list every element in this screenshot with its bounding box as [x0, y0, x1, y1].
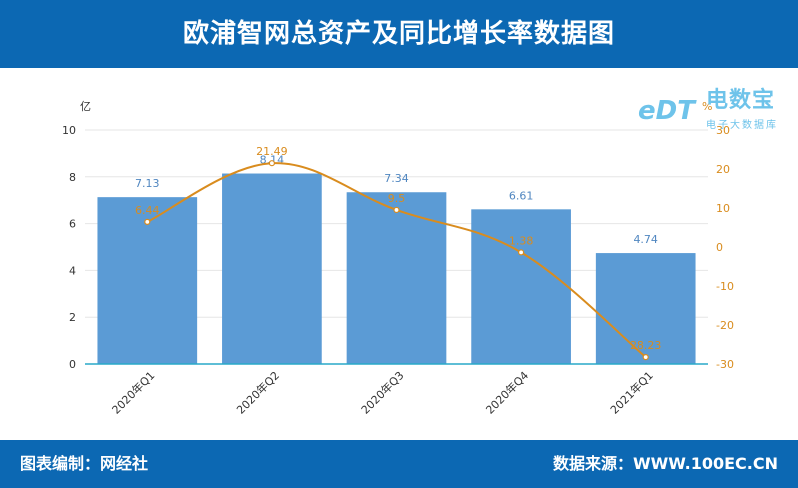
x-tick-label: 2021年Q1: [607, 368, 656, 417]
growth-value-label: 1.38: [509, 234, 534, 247]
growth-point: [393, 206, 400, 214]
bar: [471, 209, 571, 364]
bar-value-label: 4.74: [633, 233, 658, 246]
growth-point: [517, 249, 525, 256]
growth-line: 6.44 21.49 9.5 1.38 28.23: [135, 145, 662, 361]
left-tick-label: 0: [69, 358, 76, 371]
right-tick-label: 0: [716, 241, 723, 254]
x-tick-label: 2020年Q3: [358, 368, 407, 417]
edt-logo: eDT 电数宝 电子大数据库: [630, 80, 790, 136]
left-tick-label: 10: [62, 124, 76, 137]
left-tick-label: 6: [69, 218, 76, 231]
right-tick-label: -30: [716, 358, 734, 371]
right-tick-label: 30: [716, 124, 730, 137]
left-tick-label: 2: [69, 311, 76, 324]
right-tick-label: 20: [716, 163, 730, 176]
bar: [346, 192, 447, 364]
x-tick-label: 2020年Q1: [109, 368, 158, 417]
footer-credit: 图表编制：网经社: [20, 454, 149, 473]
right-tick-label: 10: [716, 202, 730, 215]
bar-value-label: 7.13: [135, 177, 160, 190]
bar-value-label: 7.34: [384, 172, 409, 185]
logo-brand: 电数宝: [706, 88, 776, 113]
left-axis-unit: 亿: [80, 100, 91, 113]
right-axis: -30 -20 -10 0 10 20 30%: [702, 100, 734, 371]
bar-value-label: 6.61: [509, 189, 534, 202]
growth-point: [144, 218, 151, 225]
bar: [222, 173, 322, 364]
right-axis-unit: %: [702, 100, 712, 113]
x-tick-label: 2020年Q4: [483, 368, 532, 417]
left-tick-label: 4: [69, 264, 76, 277]
growth-value-label: 9.5: [388, 192, 406, 205]
bar: [595, 253, 696, 364]
x-tick-label: 2020年Q2: [233, 368, 282, 417]
logo-mark: eDT: [638, 96, 695, 126]
growth-point: [268, 160, 275, 167]
header-bar: 欧浦智网总资产及同比增长率数据图: [0, 0, 798, 68]
left-tick-label: 8: [69, 171, 76, 184]
footer-bar: 图表编制：网经社 数据来源：WWW.100EC.CN: [0, 440, 798, 488]
right-tick-label: -10: [716, 280, 734, 293]
page-title: 欧浦智网总资产及同比增长率数据图: [182, 19, 615, 49]
logo-sub: 电子大数据库: [706, 120, 778, 131]
right-tick-label: -20: [716, 319, 734, 332]
growth-value-label: 6.44: [135, 204, 160, 217]
x-axis: 2020年Q1 2020年Q2 2020年Q3 2020年Q4 2021年Q1: [85, 363, 708, 417]
left-axis: 0 2 4 6 8 10 亿: [62, 100, 91, 371]
growth-value-label: 28.23: [630, 339, 662, 352]
growth-value-label: 21.49: [256, 145, 288, 158]
growth-point: [642, 353, 649, 361]
bars: 7.138.147.346.614.74: [97, 154, 696, 364]
footer-source: 数据来源：WWW.100EC.CN: [552, 454, 778, 473]
